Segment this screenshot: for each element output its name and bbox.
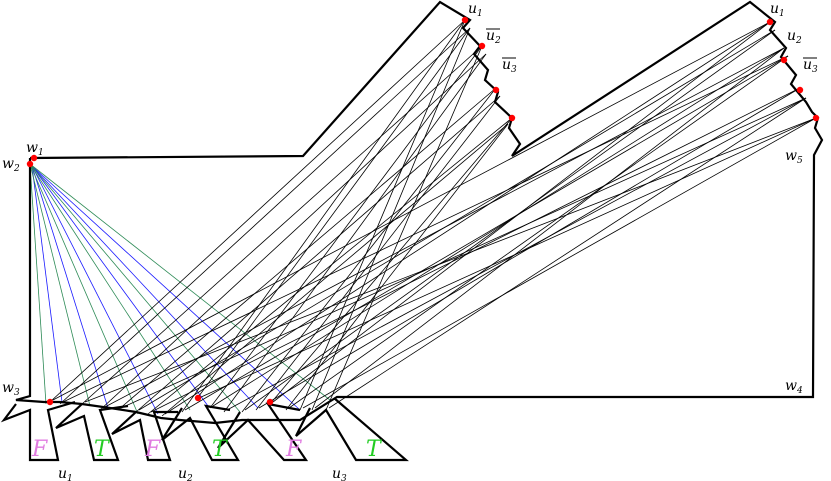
- black-ray: [164, 21, 771, 415]
- vertex-point: [194, 394, 202, 402]
- black-ray: [314, 47, 785, 409]
- black-ray: [59, 27, 471, 405]
- label-top-right-u3: u3: [803, 57, 818, 75]
- gadget-value-4: T: [212, 437, 229, 462]
- gadget-pocket-1: [0, 400, 76, 462]
- gadget-pocket-6: [295, 397, 409, 462]
- black-ray: [138, 29, 776, 411]
- polygon-outline-left: [15, 0, 824, 425]
- vertex-point: [508, 114, 516, 122]
- black-ray: [161, 123, 509, 417]
- black-ray: [84, 117, 817, 403]
- black-ray: [328, 97, 807, 409]
- gadget-values: F T F T F T: [31, 437, 383, 462]
- svg-text:u3: u3: [803, 57, 818, 75]
- gadget-pocket-4: [161, 404, 240, 462]
- blue-ray: [31, 165, 159, 415]
- label-w2: w2: [2, 156, 20, 174]
- black-ray: [226, 97, 807, 411]
- green-ray: [29, 163, 139, 415]
- black-ray: [258, 87, 801, 409]
- gadget-value-5: F: [285, 437, 302, 462]
- vertex-point: [266, 398, 274, 406]
- black-ray: [150, 87, 801, 413]
- green-ray: [29, 163, 191, 411]
- svg-text:u2: u2: [486, 28, 501, 46]
- black-ray: [212, 47, 785, 407]
- label-bottom-u1: u1: [58, 466, 73, 481]
- gadget-pocket-2: [55, 403, 129, 462]
- svg-text:u3: u3: [502, 57, 517, 75]
- black-ray: [255, 95, 501, 411]
- label-w1: w1: [26, 140, 44, 158]
- black-ray: [244, 29, 776, 411]
- gadget-value-3: F: [144, 437, 161, 462]
- black-ray: [223, 53, 487, 413]
- black-ray: [195, 27, 471, 401]
- black-ray: [241, 87, 497, 413]
- label-bottom-u2: u2: [178, 466, 193, 481]
- black-ray: [269, 117, 513, 405]
- gadget-value-6: T: [366, 437, 383, 462]
- black-ray: [81, 45, 483, 405]
- vertex-labels: w1 w2 w3 w4 w5 u1 u2 u3 u1 u2 u3 u1 u2 u…: [2, 1, 818, 481]
- label-w3: w3: [2, 380, 20, 398]
- green-ray: [29, 163, 91, 407]
- label-w4: w4: [785, 378, 803, 396]
- vertex-point: [30, 154, 38, 162]
- green-ray: [29, 163, 47, 405]
- black-ray: [325, 45, 483, 411]
- black-ray: [272, 21, 771, 403]
- vertex-points: [26, 16, 820, 406]
- blue-ray: [31, 165, 109, 409]
- black-ray: [285, 123, 509, 411]
- label-top-right-u1: u1: [770, 1, 785, 19]
- vertex-point: [461, 16, 469, 24]
- black-ray: [62, 55, 789, 403]
- vertex-point: [46, 398, 54, 406]
- black-ray: [49, 19, 466, 403]
- label-bottom-u3: u3: [332, 466, 347, 481]
- black-ray: [288, 55, 789, 409]
- vertex-point: [766, 18, 774, 26]
- black-ray: [209, 45, 483, 409]
- black-ray: [135, 95, 501, 413]
- black-ray: [147, 117, 513, 415]
- label-top-left-u2: u2: [486, 28, 501, 46]
- gadget-value-1: F: [31, 437, 48, 462]
- vertex-point: [492, 86, 500, 94]
- black-ray: [302, 117, 817, 409]
- black-ray: [99, 53, 487, 411]
- vertex-point: [780, 56, 788, 64]
- label-top-right-u2: u2: [787, 28, 802, 46]
- vertex-point: [26, 160, 34, 168]
- label-w5: w5: [785, 148, 803, 166]
- black-ray: [311, 27, 471, 411]
- black-ray: [184, 55, 789, 411]
- label-top-left-u1: u1: [468, 1, 483, 19]
- black-ray: [299, 19, 466, 411]
- blue-ray: [31, 165, 259, 409]
- vertex-point: [812, 114, 820, 122]
- visibility-rays: [29, 19, 817, 417]
- label-top-left-u3: u3: [502, 57, 517, 75]
- vertex-point: [478, 42, 486, 50]
- gadget-pocket-3: [111, 410, 178, 462]
- gadget-value-2: T: [94, 437, 111, 462]
- vertex-point: [796, 86, 804, 94]
- black-ray: [181, 19, 466, 413]
- blue-ray: [31, 165, 63, 403]
